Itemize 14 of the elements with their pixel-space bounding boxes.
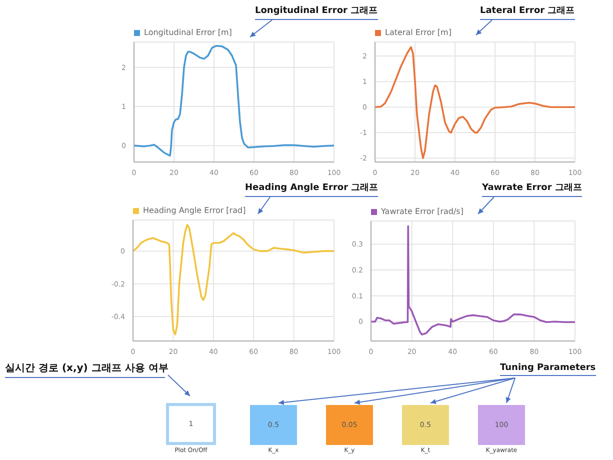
- legend-label: Yawrate Error [rad/s]: [381, 207, 464, 216]
- line-series: [133, 224, 334, 336]
- text: 실시간 경로 (x,y) 그래프 사용 여부: [5, 362, 168, 376]
- line-series: [375, 46, 575, 160]
- legend-label: Longitudinal Error [m]: [144, 28, 232, 37]
- chart-title: Yawrate Error 그래프: [482, 181, 582, 197]
- chart-title: Longitudinal Error 그래프: [255, 4, 378, 20]
- chart-title: Lateral Error 그래프: [480, 4, 575, 20]
- legend-label: Lateral Error [m]: [385, 28, 452, 37]
- line-series: [371, 225, 575, 336]
- chart-title: Heading Angle Error 그래프: [245, 181, 378, 197]
- line-series: [134, 45, 334, 157]
- text: Tuning Parameters: [500, 363, 596, 376]
- legend-label: Heading Angle Error [rad]: [143, 206, 246, 215]
